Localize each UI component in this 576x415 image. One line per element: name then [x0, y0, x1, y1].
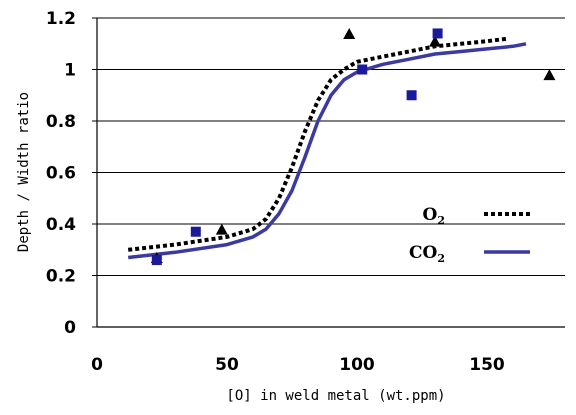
data-points: [150, 27, 556, 266]
triangle-point: [215, 223, 228, 235]
grid: [97, 17, 565, 276]
co2-fit-curve: [128, 42, 527, 260]
square-point: [151, 255, 162, 266]
fit-curves: [127, 36, 527, 260]
legend-label-main: CO: [409, 243, 438, 263]
y-tick-label: 1.2: [46, 9, 76, 29]
legend-label-subscript: 2: [437, 252, 445, 265]
square-point: [357, 64, 368, 75]
legend-label-co2: CO2: [409, 243, 445, 265]
triangle-point: [543, 69, 556, 81]
legend-label-subscript: 2: [437, 214, 445, 227]
axes: [92, 17, 565, 328]
triangle-point: [429, 35, 441, 47]
y-tick-label: 0.8: [46, 112, 76, 132]
legend-label-o2: O2: [423, 205, 445, 227]
y-tick-label: 0: [64, 318, 76, 338]
y-tick-label: 0.2: [46, 267, 76, 287]
square-point: [190, 226, 201, 237]
x-tick-label: 150: [469, 355, 505, 375]
x-axis-label: [O] in weld metal (wt.ppm): [226, 388, 445, 404]
legend-label-main: O: [423, 205, 438, 225]
x-tick-label: 50: [215, 355, 239, 375]
y-tick-label: 0.4: [46, 215, 76, 235]
x-tick-label: 100: [339, 355, 375, 375]
o2-fit-curve: [127, 36, 509, 252]
y-axis-label: Depth / Width ratio: [16, 92, 32, 252]
y-tick-label: 0.6: [46, 164, 76, 184]
tick-labels: 0 0.2 0.4 0.6 0.8 1 1.2 0 50 100 150: [46, 9, 505, 375]
square-point: [406, 90, 417, 101]
x-tick-label: 0: [91, 355, 103, 375]
triangle-point: [343, 27, 356, 39]
square-point: [432, 28, 443, 39]
y-tick-label: 1: [64, 61, 76, 81]
